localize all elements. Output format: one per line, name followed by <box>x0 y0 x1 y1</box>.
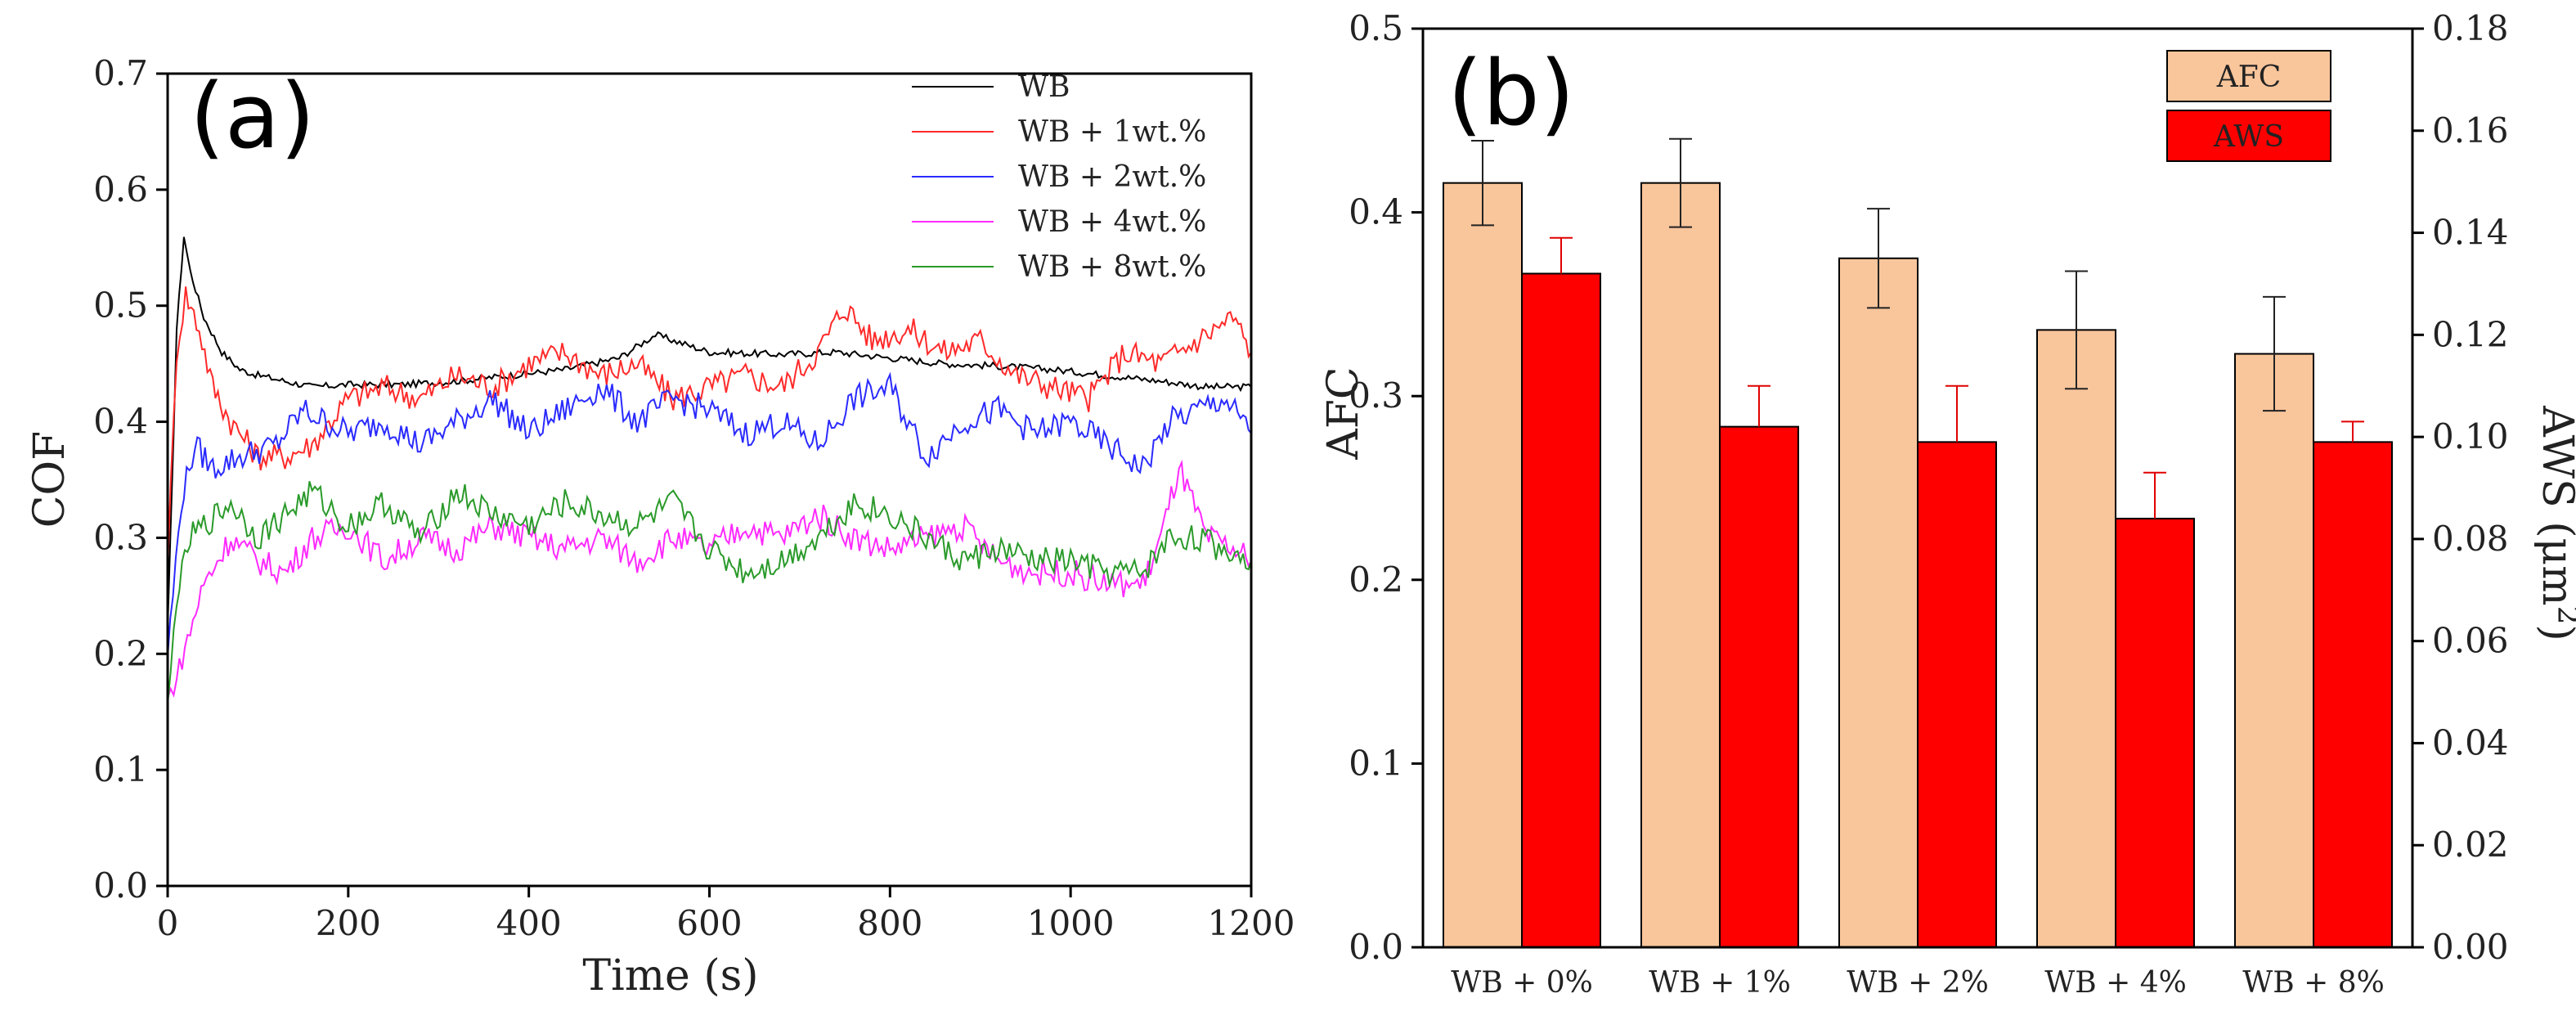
y2-title-exp: 2 <box>2551 606 2576 625</box>
series-line-3 <box>167 371 1252 658</box>
right-y-tick-label: 0.08 <box>2432 519 2509 559</box>
panel-b-label: (b) <box>1447 41 1575 146</box>
y-tick-label: 0.4 <box>93 402 148 442</box>
x-tick-label: 1000 <box>1027 903 1115 943</box>
x-tick-label: 600 <box>676 903 742 943</box>
category-label-5: WB + 8% <box>2242 966 2385 1000</box>
bar-afc-1 <box>1443 182 1523 948</box>
right-y-tick-label: 0.16 <box>2432 110 2509 151</box>
panel-a-line-chart: 0.0 0.1 0.2 0.3 0.4 0.5 0.6 0.7 0 200 400 600 800 10… <box>25 53 1295 1000</box>
left-y-tick-label: 0.0 <box>1349 927 1403 967</box>
panel-a-y-axis-title: COF <box>25 431 74 528</box>
category-label-1: WB + 0% <box>1451 966 1593 1000</box>
y-tick-label: 0.1 <box>93 749 148 789</box>
right-y-tick-label: 0.18 <box>2432 8 2509 48</box>
bar-afc-3 <box>1838 257 1919 948</box>
right-y-tick-label: 0.04 <box>2432 722 2509 762</box>
panel-a-x-ticks: 0 200 400 600 800 1000 1200 <box>157 886 1295 943</box>
panel-a-series-group <box>167 236 1252 704</box>
bar-afc-4 <box>2036 329 2116 948</box>
panel-b-bar-chart: 0.00.10.20.30.40.5 0.000.020.040.060.080… <box>1319 8 2576 1000</box>
panel-b-category-labels: WB + 0% WB + 1% WB + 2% WB + 4% WB + 8% <box>1451 966 2385 1000</box>
left-y-tick-label: 0.5 <box>1349 8 1403 48</box>
panel-a-y-ticks: 0.0 0.1 0.2 0.3 0.4 0.5 0.6 0.7 <box>93 53 168 906</box>
legend-label-aws: AWS <box>2213 120 2284 154</box>
left-y-tick-label: 0.2 <box>1349 560 1403 600</box>
legend-swatch-afc <box>2166 50 2331 102</box>
right-y-tick-label: 0.12 <box>2432 314 2509 354</box>
left-y-tick-label: 0.3 <box>1349 375 1403 416</box>
panel-b-left-y-axis-title: AFC <box>1319 366 1368 460</box>
panel-a-label: (a) <box>190 64 315 169</box>
legend-label-5: WB + 8wt.% <box>1018 250 1206 284</box>
series-line-4 <box>167 459 1252 699</box>
legend-label-afc: AFC <box>2216 61 2282 94</box>
y-tick-label: 0.3 <box>93 517 148 557</box>
y-tick-label: 0.6 <box>93 169 148 209</box>
category-label-4: WB + 4% <box>2044 966 2187 1000</box>
right-y-tick-label: 0.14 <box>2432 213 2509 253</box>
category-label-3: WB + 2% <box>1847 966 1989 1000</box>
panel-a-x-axis-title: Time (s) <box>582 951 758 1000</box>
bar-afc-5 <box>2234 353 2314 948</box>
x-tick-label: 800 <box>857 903 922 943</box>
y2-title-unit: μm <box>2533 538 2576 606</box>
x-tick-label: 400 <box>496 903 562 943</box>
x-tick-label: 200 <box>316 903 381 943</box>
y-tick-label: 0.5 <box>93 285 148 326</box>
series-line-5 <box>167 481 1252 704</box>
panel-b-right-y-ticks: 0.00 0.02 0.04 0.06 0.08 0.10 0.12 0.14 0.16 0.18 <box>2412 8 2509 967</box>
right-y-tick-label: 0.06 <box>2432 621 2509 661</box>
category-label-2: WB + 1% <box>1649 966 1791 1000</box>
legend-label-4: WB + 4wt.% <box>1018 205 1206 239</box>
panel-b-frame <box>1421 27 2414 949</box>
panel-a-legend: WB WB + 1wt.% WB + 2wt.% WB + 4wt.% WB + 8wt… <box>912 70 1206 284</box>
panel-b-right-y-axis-title: AWS (μm2) <box>2533 405 2576 641</box>
y-tick-label: 0.7 <box>93 53 148 93</box>
y-tick-label: 0.0 <box>93 865 148 906</box>
y2-title-close: ) <box>2533 625 2576 641</box>
bar-aws-4 <box>2115 517 2195 948</box>
left-y-tick-label: 0.1 <box>1349 743 1403 783</box>
x-tick-label: 0 <box>157 903 179 943</box>
panel-b-left-y-ticks: 0.0 0.1 0.2 0.3 0.4 0.5 <box>1349 8 1423 967</box>
legend-swatch-aws <box>2166 110 2331 162</box>
x-tick-label: 1200 <box>1208 903 1295 943</box>
bar-aws-1 <box>1521 272 1601 948</box>
legend-label-1: WB <box>1018 70 1070 104</box>
legend-label-2: WB + 1wt.% <box>1018 115 1206 149</box>
right-y-tick-label: 0.00 <box>2432 927 2509 967</box>
right-y-tick-label: 0.10 <box>2432 416 2509 456</box>
series-line-1 <box>167 236 1252 628</box>
legend-label-3: WB + 2wt.% <box>1018 160 1206 194</box>
bar-aws-3 <box>1917 441 1997 948</box>
panel-b-bars-group <box>1443 137 2393 948</box>
panel-b-legend: AFC AWS <box>2166 50 2331 162</box>
y2-title-main: AWS ( <box>2533 405 2576 537</box>
bar-aws-2 <box>1719 425 1799 948</box>
bar-afc-2 <box>1640 182 1721 948</box>
left-y-tick-label: 0.4 <box>1349 192 1403 232</box>
right-y-tick-label: 0.02 <box>2432 825 2509 865</box>
series-line-2 <box>167 286 1252 570</box>
y-tick-label: 0.2 <box>93 633 148 673</box>
bar-aws-5 <box>2313 441 2393 948</box>
